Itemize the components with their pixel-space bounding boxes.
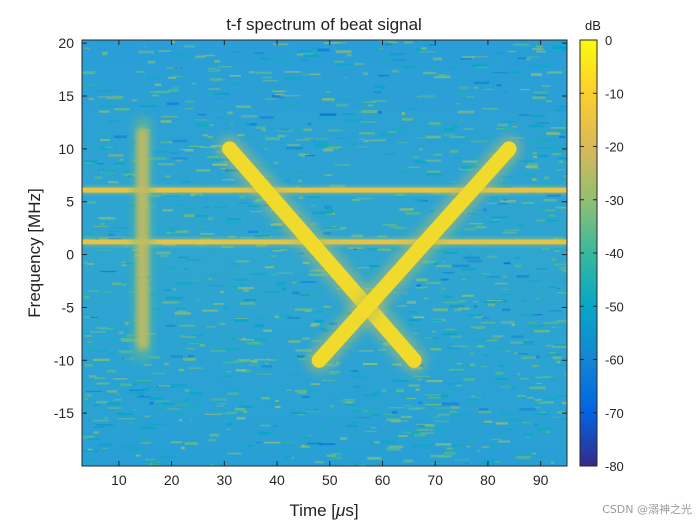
x-tick-label: 80 (480, 472, 496, 488)
x-axis-label: Time [μs] (289, 501, 358, 520)
y-tick-label: 10 (58, 141, 74, 157)
colorbar-tick-label: -10 (605, 86, 624, 101)
y-axis-label: Frequency [MHz] (25, 188, 44, 317)
x-tick-label: 20 (164, 472, 180, 488)
ascending-chirp (311, 141, 517, 368)
y-tick-label: 5 (66, 194, 74, 210)
descending-chirp (222, 141, 422, 368)
y-tick-label: 0 (66, 247, 74, 263)
horizontal-line-1 (82, 187, 567, 193)
y-tick-label: -15 (54, 405, 74, 421)
colorbar-tick-label: 0 (605, 33, 612, 48)
y-tick-label: 15 (58, 88, 74, 104)
x-tick-label: 40 (269, 472, 285, 488)
colorbar-label: dB (585, 18, 601, 33)
descending-chirp-edge (222, 141, 422, 368)
colorbar-tick-label: -60 (605, 353, 624, 368)
colorbar-tick-label: -20 (605, 140, 624, 155)
x-tick-label: 30 (217, 472, 233, 488)
colorbar-tick-label: -50 (605, 299, 624, 314)
x-tick-label: 50 (322, 472, 338, 488)
colorbar-tick-label: -30 (605, 193, 624, 208)
colorbar-tick-label: -80 (605, 459, 624, 474)
colorbar-ticks: 0 -10 -20 -30 -40 -50 -60 -70 -80 (580, 33, 624, 474)
y-tick-label: 20 (58, 35, 74, 51)
x-tick-label: 70 (427, 472, 443, 488)
colorbar-tick-label: -40 (605, 246, 624, 261)
x-tick-label: 90 (533, 472, 549, 488)
x-axis: 10 20 30 40 50 60 70 80 90 (111, 40, 549, 488)
y-tick-label: -5 (62, 299, 75, 315)
watermark: CSDN @溺神之光 (602, 503, 692, 516)
plot-area (82, 40, 567, 466)
x-tick-label: 10 (111, 472, 127, 488)
vertical-band (136, 127, 149, 350)
ascending-chirp-edge (311, 141, 517, 368)
colorbar-tick-label: -70 (605, 406, 624, 421)
plot-frame (81, 39, 568, 467)
y-axis: 20 15 10 5 0 -5 -10 -15 (54, 35, 567, 421)
chart-title: t-f spectrum of beat signal (226, 15, 422, 34)
y-tick-label: -10 (54, 352, 74, 368)
x-tick-label: 60 (375, 472, 391, 488)
spectral-features (82, 115, 567, 374)
